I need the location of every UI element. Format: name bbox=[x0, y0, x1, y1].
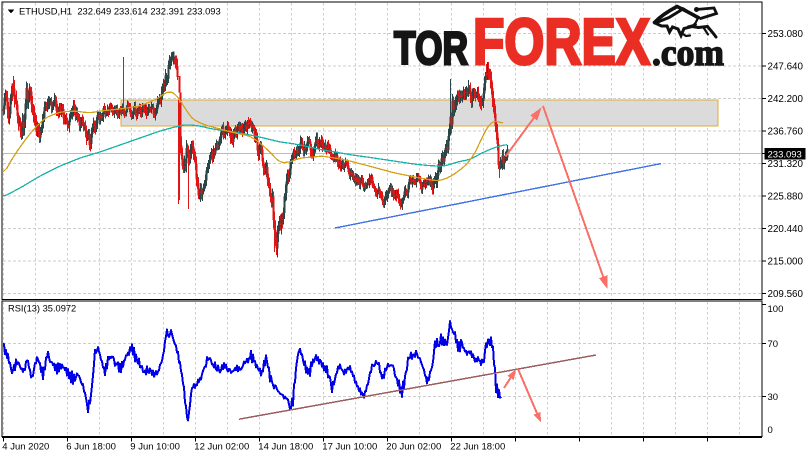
svg-text:247.640: 247.640 bbox=[768, 62, 804, 73]
svg-text:TOR: TOR bbox=[394, 22, 468, 74]
svg-text:70: 70 bbox=[768, 339, 779, 350]
svg-text:100: 100 bbox=[768, 304, 784, 315]
svg-text:4 Jun 2020: 4 Jun 2020 bbox=[2, 442, 49, 453]
svg-text:30: 30 bbox=[768, 392, 779, 403]
svg-text:17 Jun 10:00: 17 Jun 10:00 bbox=[322, 442, 377, 453]
svg-text:.com: .com bbox=[652, 33, 724, 74]
svg-text:20 Jun 02:00: 20 Jun 02:00 bbox=[386, 442, 441, 453]
svg-text:RSI(13) 35.0972: RSI(13) 35.0972 bbox=[8, 304, 76, 314]
svg-text:220.440: 220.440 bbox=[768, 224, 804, 235]
svg-text:ETHUSD,H1 232.649 233.614 232: ETHUSD,H1 232.649 233.614 232.391 233.09… bbox=[19, 6, 221, 17]
svg-text:209.560: 209.560 bbox=[768, 289, 804, 300]
svg-text:14 Jun 18:00: 14 Jun 18:00 bbox=[258, 442, 313, 453]
svg-text:FOREX: FOREX bbox=[473, 5, 650, 75]
svg-text:12 Jun 02:00: 12 Jun 02:00 bbox=[194, 442, 249, 453]
svg-text:233.093: 233.093 bbox=[768, 149, 802, 160]
svg-text:9 Jun 10:00: 9 Jun 10:00 bbox=[130, 442, 180, 453]
svg-text:225.880: 225.880 bbox=[768, 192, 804, 203]
svg-text:231.320: 231.320 bbox=[768, 159, 804, 170]
svg-text:0: 0 bbox=[768, 425, 773, 436]
svg-text:22 Jun 18:00: 22 Jun 18:00 bbox=[450, 442, 505, 453]
svg-text:253.080: 253.080 bbox=[768, 29, 804, 40]
svg-text:242.200: 242.200 bbox=[768, 94, 804, 105]
svg-text:6 Jun 18:00: 6 Jun 18:00 bbox=[66, 442, 116, 453]
svg-text:215.000: 215.000 bbox=[768, 257, 804, 268]
svg-text:236.760: 236.760 bbox=[768, 127, 804, 138]
